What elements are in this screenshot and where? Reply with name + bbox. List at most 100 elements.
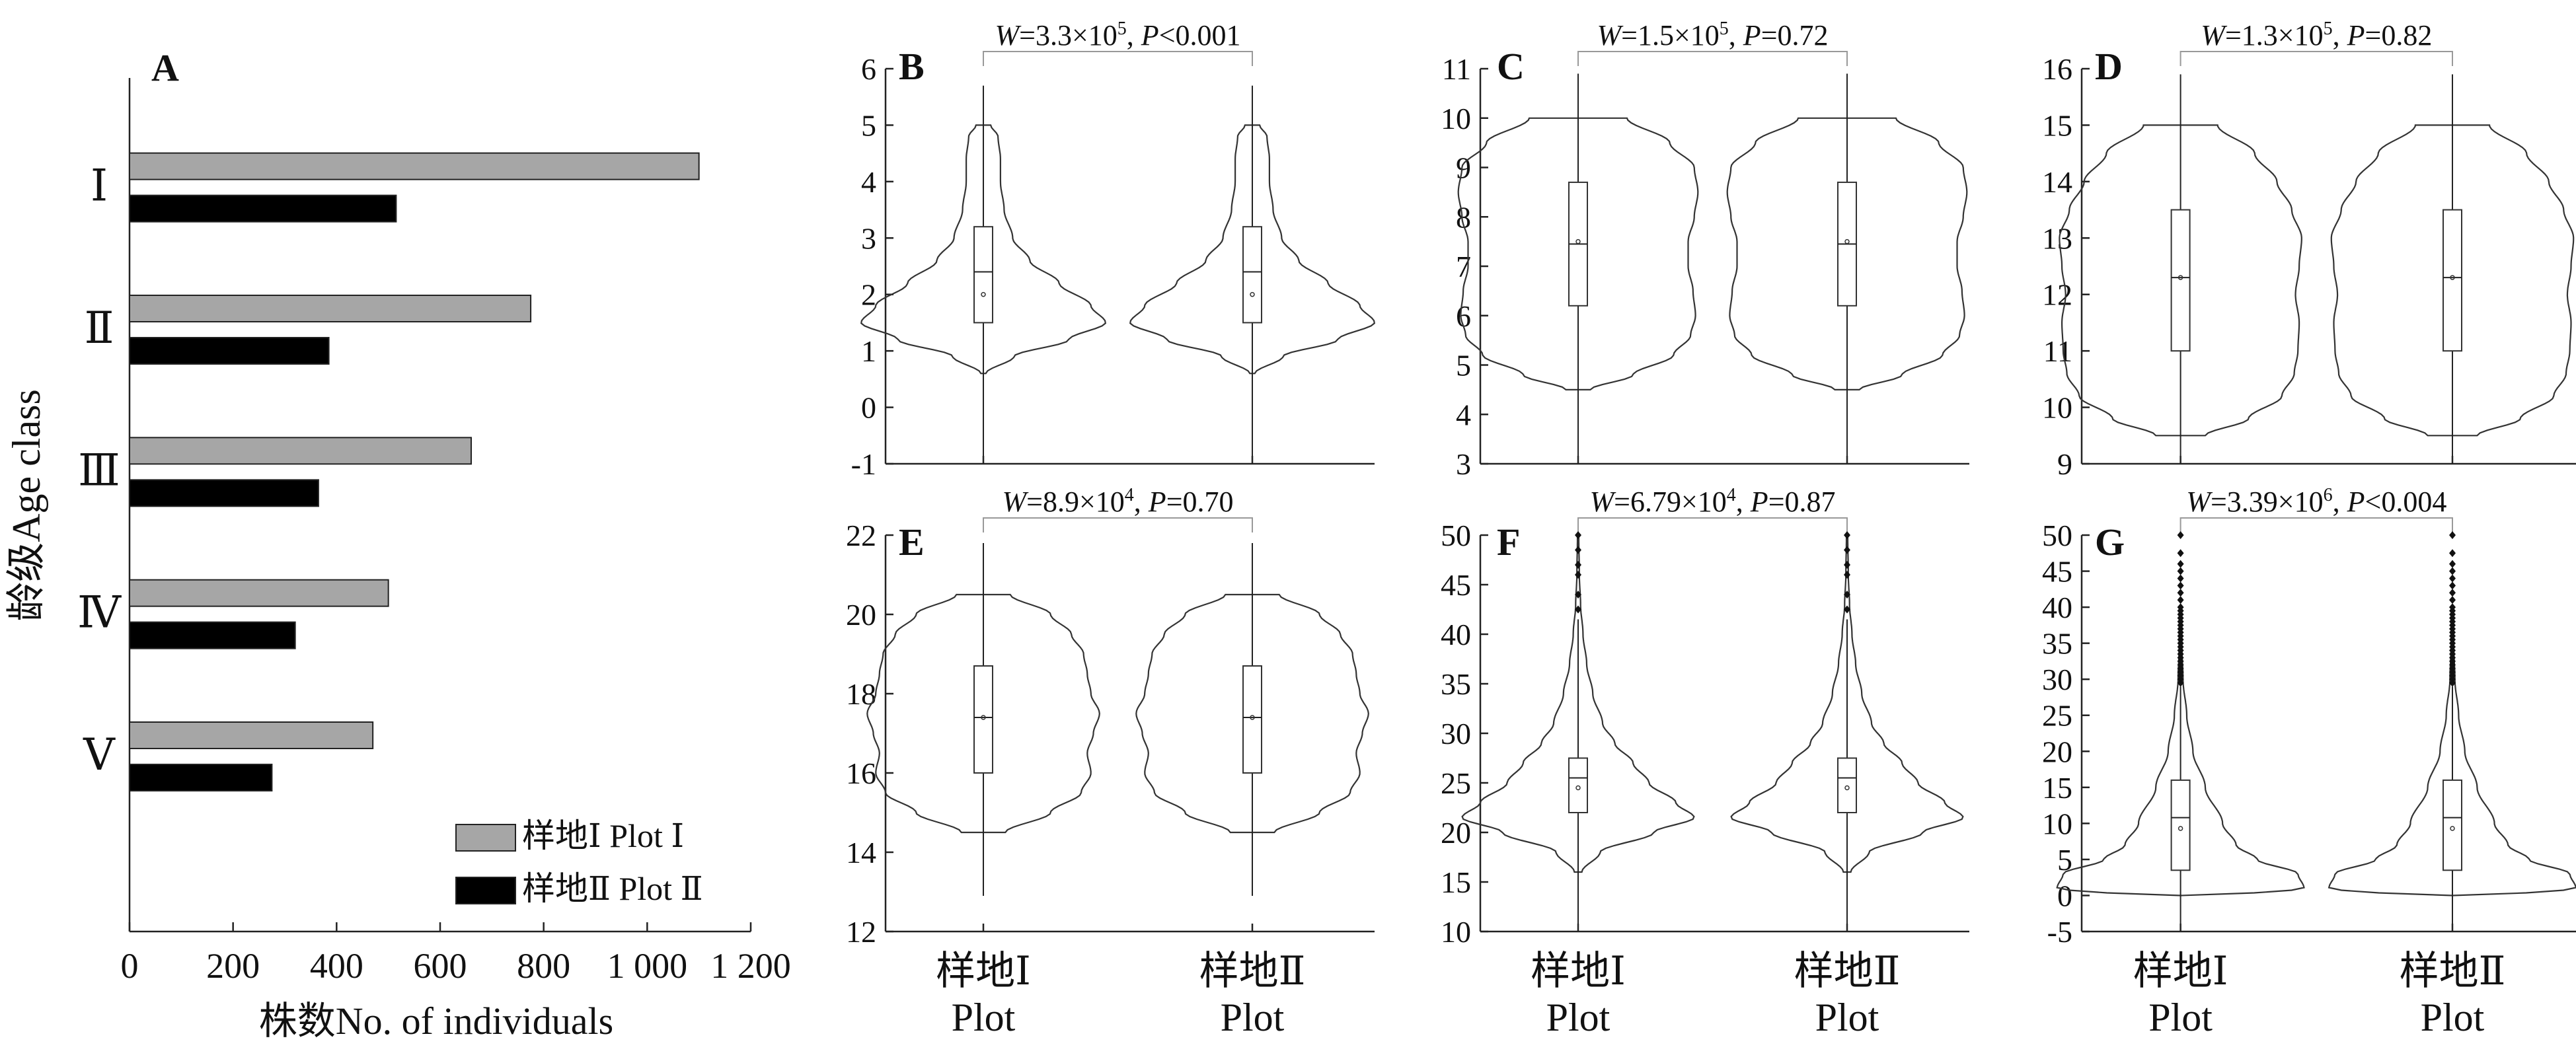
stat-annotation-part: 4 (1125, 485, 1134, 505)
significance-bracket (2179, 51, 2453, 66)
stat-annotation-part: 6.79×10 (1630, 486, 1727, 518)
box-iqr (973, 226, 993, 324)
bar-plot1 (129, 295, 532, 322)
stat-annotation-part: P (1750, 486, 1768, 518)
x-category-label-en: Plot (952, 996, 1016, 1039)
panel-a-x-tick-label: 600 (414, 946, 467, 986)
violin-outline (1726, 117, 1968, 390)
stat-annotation-part: 3.3×10 (1036, 19, 1118, 52)
y-tick-label: 3 (1456, 447, 1471, 481)
y-tick-label: 5 (2057, 843, 2072, 877)
stat-annotation-part: 4 (1727, 485, 1736, 505)
box-iqr (1568, 757, 1588, 813)
x-category-label-zh: 样地Ⅰ (1531, 949, 1626, 993)
bar-plot1 (129, 579, 389, 607)
outlier-point (2449, 589, 2456, 597)
significance-bracket (2179, 517, 2453, 532)
stat-annotation-part: W (2201, 19, 2227, 52)
panel-a-x-axis-label: 株数No. of individuals (259, 1000, 613, 1043)
y-tick-label: 5 (861, 108, 876, 142)
y-tick-label: 10 (2042, 391, 2072, 425)
x-category-label-zh: 样地Ⅱ (1199, 949, 1306, 993)
outlier-point (2449, 560, 2456, 568)
stat-annotation-part: , (1127, 19, 1141, 52)
stat-annotation-part: = (1166, 486, 1183, 518)
significance-bracket (1577, 51, 1848, 66)
box-iqr (2443, 209, 2462, 352)
y-tick-label: 45 (2042, 555, 2072, 589)
panel-a-x-tick-label: 400 (310, 946, 363, 986)
box-mean (1250, 715, 1255, 720)
stat-annotation-part: , (1134, 486, 1149, 518)
y-tick-label: 9 (1456, 151, 1471, 185)
stat-annotation-part: = (1614, 486, 1630, 518)
y-tick-label: -5 (2047, 915, 2072, 949)
stat-annotation: W=3.39×106, P<0.004 (2186, 485, 2446, 518)
panel-a-category-label: Ⅴ (83, 731, 116, 780)
x-category-label-zh: 样地Ⅱ (2400, 949, 2506, 993)
panel-label-g: G (2095, 521, 2125, 564)
stat-annotation-part: 5 (1720, 18, 1729, 39)
stat-annotation-part: P (1743, 19, 1761, 52)
x-category-label-en: Plot (1546, 996, 1610, 1039)
box-mean (2178, 826, 2183, 831)
panel-label-c: C (1497, 45, 1525, 88)
stat-annotation-part: W (1589, 486, 1616, 518)
y-tick-label: 1 (861, 334, 876, 368)
panel-a-category-label: Ⅰ (91, 163, 108, 211)
outlier-point (1575, 531, 1581, 539)
x-category-label-en: Plot (1221, 996, 1285, 1039)
outlier-point (1575, 561, 1581, 569)
y-tick-label: 6 (861, 52, 876, 86)
stat-annotation-part: 0.82 (2381, 19, 2432, 52)
significance-bracket (983, 517, 1253, 532)
y-tick-label: 10 (1441, 915, 1471, 949)
outlier-point (1844, 531, 1850, 539)
y-tick-label: 13 (2042, 221, 2072, 255)
y-tick-label: 50 (2042, 519, 2072, 552)
bar-plot1 (129, 152, 700, 180)
box-mean (2450, 826, 2455, 831)
violin-outline (866, 593, 1100, 834)
box-mean (981, 715, 986, 720)
significance-bracket (1577, 517, 1848, 532)
box-mean (2450, 275, 2455, 280)
y-tick-label: 10 (2042, 807, 2072, 840)
panel-a-category-label: Ⅳ (77, 589, 122, 638)
bar-plot1 (129, 437, 472, 465)
panel-a-x-tick-label: 1 000 (607, 946, 688, 986)
y-tick-label: 20 (2042, 735, 2072, 768)
box-mean (1575, 238, 1581, 244)
stat-annotation-part: W (1002, 486, 1028, 518)
box-iqr (2170, 779, 2191, 871)
legend-swatch-plot2 (455, 877, 516, 904)
stat-annotation-part: 5 (2324, 18, 2333, 39)
x-category-label-en: Plot (2421, 996, 2485, 1039)
y-tick-label: 11 (2043, 334, 2072, 368)
panel-label-e: E (899, 521, 925, 564)
bar-plot2 (129, 479, 319, 507)
stat-annotation-part: , (2333, 486, 2347, 518)
box-iqr (2443, 779, 2462, 871)
y-tick-label: 15 (2042, 108, 2072, 142)
x-category-label-en: Plot (2148, 996, 2213, 1039)
outlier-point (2449, 596, 2456, 604)
y-tick-label: 30 (1441, 717, 1471, 750)
box-iqr (1242, 226, 1262, 324)
outlier-point (1844, 605, 1850, 614)
y-tick-label: 0 (2057, 879, 2072, 912)
bar-plot2 (129, 337, 330, 365)
y-tick-label: 0 (861, 391, 876, 425)
outlier-point (2177, 581, 2184, 590)
y-tick-label: 15 (2042, 771, 2072, 805)
y-tick-label: 12 (2042, 278, 2072, 312)
y-tick-label: 35 (2042, 627, 2072, 661)
y-tick-label: 16 (2042, 52, 2072, 86)
legend-swatch-plot1 (455, 824, 516, 852)
panel-a-x-tick-label: 800 (517, 946, 570, 986)
stat-annotation-part: = (2365, 19, 2381, 52)
stat-annotation-part: 0.70 (1183, 486, 1234, 518)
y-tick-label: 16 (846, 756, 876, 790)
stat-annotation-part: 0.87 (1785, 486, 1836, 518)
